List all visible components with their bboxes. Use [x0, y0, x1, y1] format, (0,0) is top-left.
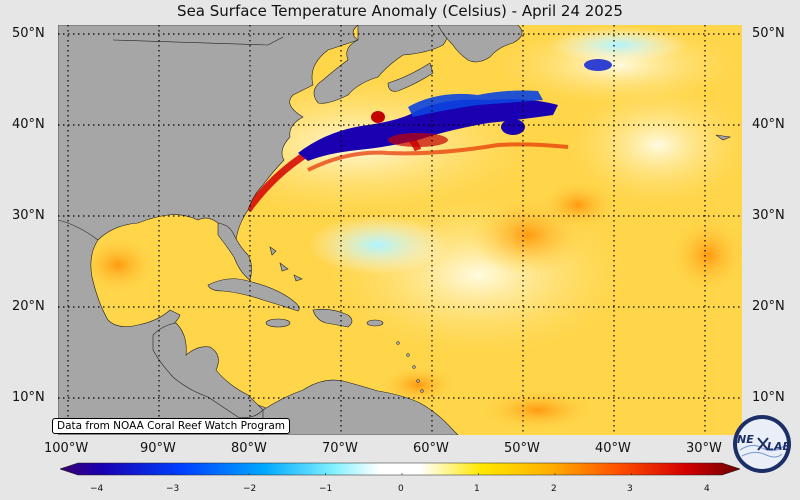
colorbar-tick: 1 — [474, 484, 480, 494]
colorbar-tick: −4 — [90, 484, 104, 494]
map-title: Sea Surface Temperature Anomaly (Celsius… — [177, 2, 623, 20]
lon-label-40w: 40°W — [595, 441, 631, 456]
colorbar-tick: 0 — [398, 484, 404, 494]
lon-label-70w: 70°W — [322, 441, 358, 456]
data-credit: Data from NOAA Coral Reef Watch Program — [52, 418, 290, 434]
land-central-america — [152, 322, 264, 418]
colorbar-tick: −3 — [166, 484, 180, 494]
lon-label-90w: 90°W — [140, 441, 176, 456]
land-south-america — [262, 379, 459, 435]
colorbar-tick: 4 — [704, 484, 710, 494]
lat-label-20n-left: 20°N — [12, 299, 45, 314]
colorbar — [60, 462, 740, 476]
lon-label-60w: 60°W — [413, 441, 449, 456]
colorbar-tick: −1 — [319, 484, 333, 494]
land-atlantic-canada — [313, 25, 448, 104]
sst-anomaly-map — [58, 25, 742, 435]
land-hispaniola — [312, 308, 353, 328]
lat-label-40n-left: 40°N — [12, 117, 45, 132]
lat-label-50n-right: 50°N — [752, 26, 785, 41]
colorbar-tick: −2 — [243, 484, 257, 494]
lat-label-20n-right: 20°N — [752, 299, 785, 314]
lat-label-10n-left: 10°N — [12, 390, 45, 405]
graticule — [58, 25, 742, 435]
lon-label-80w: 80°W — [231, 441, 267, 456]
lat-label-30n-right: 30°N — [752, 208, 785, 223]
logo-text-right: LAB — [767, 440, 791, 453]
nexlab-logo: NE LAB — [733, 415, 791, 473]
lat-label-50n-left: 50°N — [12, 26, 45, 41]
lon-label-30w: 30°W — [686, 441, 722, 456]
lat-label-40n-right: 40°N — [752, 117, 785, 132]
colorbar-tick: 2 — [551, 484, 557, 494]
lon-label-100w: 100°W — [44, 441, 89, 456]
lat-label-30n-left: 30°N — [12, 208, 45, 223]
logo-text-left: NE — [737, 433, 754, 446]
land-cuba — [207, 278, 300, 312]
lat-label-10n-right: 10°N — [752, 390, 785, 405]
colorbar-tick: 3 — [627, 484, 633, 494]
lon-label-50w: 50°W — [504, 441, 540, 456]
